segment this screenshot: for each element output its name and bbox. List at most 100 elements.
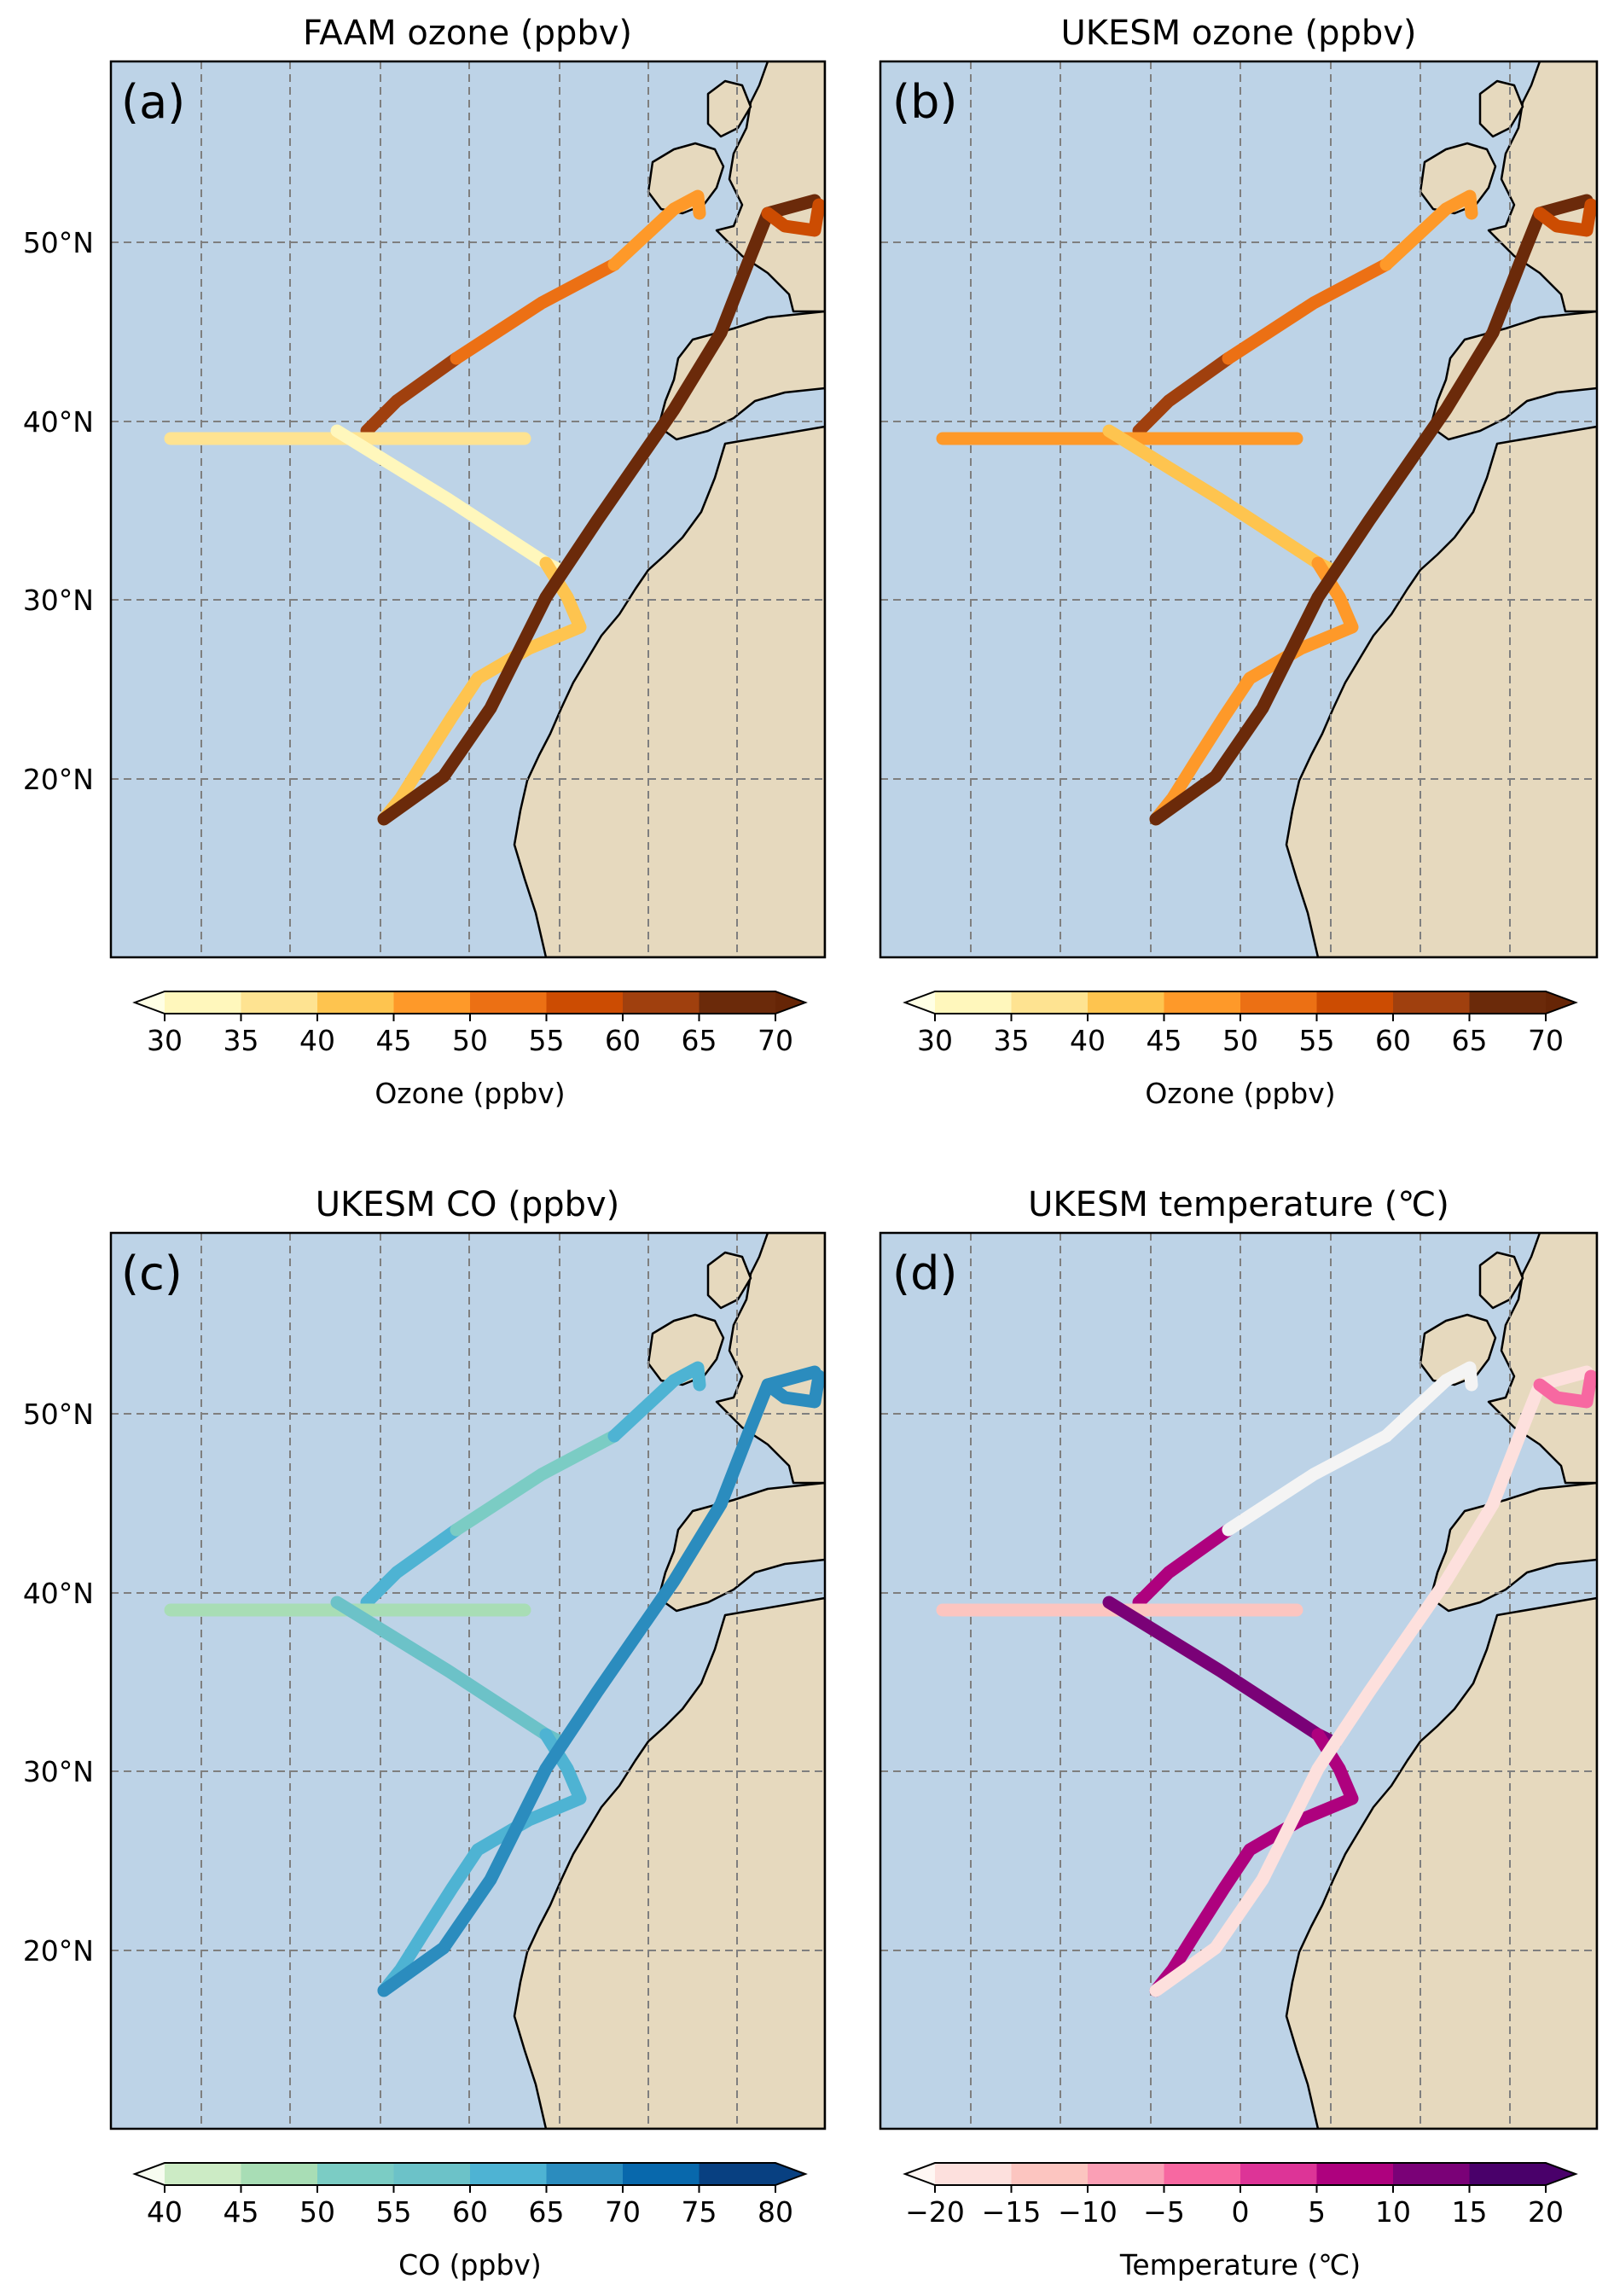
land-scotland xyxy=(706,1251,752,1310)
gridlines xyxy=(111,1233,825,2129)
track-segment xyxy=(450,1429,621,1537)
map-frame xyxy=(879,60,1599,959)
colorbar-segment xyxy=(546,2163,624,2185)
panel-title: UKESM CO (ppbv) xyxy=(316,1185,620,1224)
track-segment xyxy=(761,1369,825,1409)
panel-title: UKESM temperature (℃) xyxy=(1028,1185,1449,1224)
latitude-ticks: 20°N 30°N 40°N 50°N xyxy=(23,226,94,796)
colorbar-over xyxy=(775,2163,805,2185)
colorbar-under xyxy=(905,991,935,1014)
panel-letter: (b) xyxy=(892,75,957,129)
colorbar-tick-label: −20 xyxy=(905,2195,965,2229)
track-segment xyxy=(1132,352,1235,438)
colorbar-segment xyxy=(1316,2163,1394,2185)
colorbar-tick-label: 70 xyxy=(605,2195,641,2229)
lat-tick: 30°N xyxy=(23,584,94,617)
colorbar-segment xyxy=(623,991,700,1014)
colorbar: 30 35 40 45 50 55 60 65 70 Ozone (ppbv) xyxy=(132,991,808,1110)
colorbar-tick-label: 65 xyxy=(529,2195,565,2229)
colorbar-segment xyxy=(1011,991,1089,1014)
colorbar-tick-label: 15 xyxy=(1452,2195,1488,2229)
latitude-ticks: 20°N 30°N 40°N 50°N xyxy=(23,1398,94,1968)
track-segment xyxy=(450,258,621,365)
colorbar-segment xyxy=(1164,991,1241,1014)
land-africa-iberia xyxy=(513,425,825,957)
colorbar: −20 −15 −10 −5 0 5 10 15 20 Temperature (℃) xyxy=(903,2162,1578,2281)
colorbar-tick-label: 35 xyxy=(224,1024,259,1057)
colorbar-segment xyxy=(317,2163,395,2185)
colorbar-label: Ozone (ppbv) xyxy=(374,1077,565,1110)
panel-title: UKESM ozone (ppbv) xyxy=(1060,14,1416,53)
track-segment xyxy=(377,1365,822,1997)
colorbar-segment xyxy=(393,2163,471,2185)
colorbar-tick-label: 65 xyxy=(682,1024,717,1057)
gridlines xyxy=(880,61,1597,957)
colorbar-segment xyxy=(546,991,624,1014)
lat-tick: 50°N xyxy=(23,226,94,259)
colorbar-segment xyxy=(1393,991,1471,1014)
colorbar-tick-label: 40 xyxy=(1070,1024,1106,1057)
lat-tick: 30°N xyxy=(23,1755,94,1788)
land-scotland xyxy=(706,79,752,138)
colorbar-segment xyxy=(393,991,471,1014)
panel-letter: (d) xyxy=(892,1247,957,1300)
colorbar-segment xyxy=(1240,991,1318,1014)
land-africa-iberia xyxy=(1285,1596,1597,2129)
track-segment xyxy=(1533,198,1597,237)
land-scotland xyxy=(1478,79,1524,138)
lat-tick: 50°N xyxy=(23,1398,94,1431)
colorbar-tick-label: 40 xyxy=(299,1024,335,1057)
track-segment xyxy=(1149,194,1594,826)
lat-tick: 20°N xyxy=(23,1934,94,1968)
colorbar-tick-label: 70 xyxy=(758,1024,793,1057)
colorbar-segment xyxy=(317,991,395,1014)
track-segment xyxy=(1149,1728,1359,1997)
track-segment xyxy=(607,1361,706,1443)
lat-tick: 40°N xyxy=(23,405,94,439)
colorbar-segment xyxy=(1088,991,1165,1014)
colorbar-segment xyxy=(1164,2163,1241,2185)
colorbar-segment xyxy=(1240,2163,1318,2185)
colorbar-tick-label: 45 xyxy=(224,2195,259,2229)
colorbar-tick-label: −5 xyxy=(1143,2195,1185,2229)
colorbar: 40 45 50 55 60 65 70 75 80 CO (ppbv) xyxy=(132,2162,808,2281)
colorbar-tick-label: 60 xyxy=(452,2195,488,2229)
colorbar-tick-label: 0 xyxy=(1232,2195,1250,2229)
panel-b: UKESM ozone (ppbv) (b) xyxy=(879,14,1599,1110)
colorbar-tick-label: 55 xyxy=(1299,1024,1335,1057)
panel-a: FAAM ozone (ppbv) (a) 20°N 30°N xyxy=(23,14,827,1110)
colorbar-over xyxy=(1546,2163,1576,2185)
track-segment xyxy=(1149,1365,1594,1997)
colorbar-segment xyxy=(470,2163,548,2185)
land-scotland xyxy=(1478,1251,1524,1310)
land-africa-iberia xyxy=(1285,425,1597,957)
colorbar-tick-label: 30 xyxy=(917,1024,953,1057)
panel-letter: (a) xyxy=(121,75,185,129)
flight-track xyxy=(164,1361,825,1997)
track-segment xyxy=(1132,1523,1235,1609)
colorbar-tick-label: −15 xyxy=(982,2195,1042,2229)
colorbar-under xyxy=(905,2163,935,2185)
colorbar-tick-label: 10 xyxy=(1375,2195,1411,2229)
track-segment xyxy=(377,1728,587,1997)
colorbar-tick-label: 60 xyxy=(1375,1024,1411,1057)
colorbar-segment xyxy=(165,991,242,1014)
track-segment xyxy=(1222,1429,1393,1537)
panel-letter: (c) xyxy=(121,1247,183,1300)
map-frame xyxy=(109,60,827,959)
track-segment xyxy=(1533,1369,1597,1409)
land-ireland xyxy=(1419,142,1497,215)
lat-tick: 20°N xyxy=(23,763,94,796)
track-segment xyxy=(1379,1361,1478,1443)
flight-track xyxy=(936,1361,1597,1997)
colorbar-tick-label: 65 xyxy=(1452,1024,1488,1057)
colorbar-segment xyxy=(1011,2163,1089,2185)
track-segment xyxy=(1149,556,1359,826)
panel-title: FAAM ozone (ppbv) xyxy=(303,14,632,53)
map-frame xyxy=(109,1231,827,2130)
colorbar-segment xyxy=(1393,2163,1471,2185)
colorbar-over xyxy=(775,991,805,1014)
colorbar-segment xyxy=(241,991,318,1014)
colorbar-tick-label: 5 xyxy=(1308,2195,1326,2229)
colorbar-label: Temperature (℃) xyxy=(1119,2248,1361,2281)
